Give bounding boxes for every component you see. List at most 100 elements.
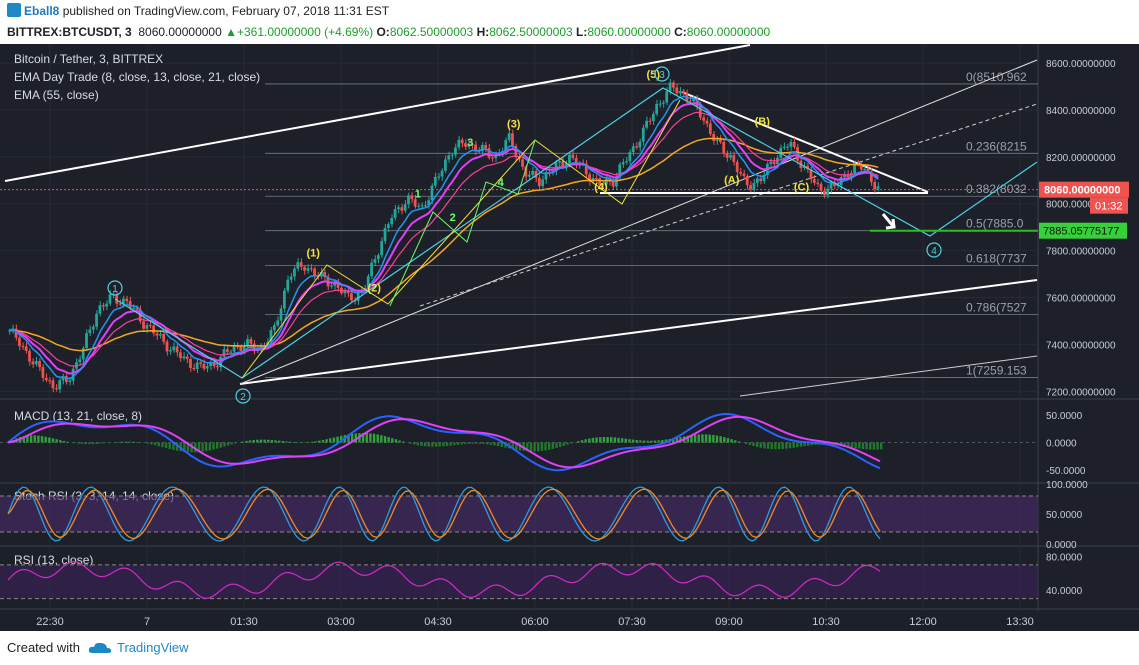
macd-histogram-bar: [577, 441, 580, 443]
wave-circle: [926, 242, 942, 258]
candle-body: [189, 359, 192, 368]
candle-body: [95, 313, 98, 327]
candle-body: [195, 362, 199, 370]
macd-histogram-bar: [40, 436, 44, 443]
wave-label: (4): [594, 182, 608, 194]
candle-body: [118, 303, 122, 305]
macd-histogram-bar: [442, 442, 445, 447]
macd-histogram-bar: [672, 438, 675, 443]
macd-histogram-bar: [850, 442, 854, 448]
candle-body: [631, 146, 635, 153]
x-tick-label: 04:30: [424, 616, 452, 628]
candle-body: [873, 182, 877, 189]
candle-body: [863, 168, 866, 170]
macd-histogram-bar: [504, 442, 507, 448]
macd-histogram-bar: [48, 437, 51, 443]
macd-histogram-bar: [252, 439, 255, 443]
macd-histogram-bar: [281, 441, 285, 443]
macd-histogram-bar: [755, 442, 759, 447]
macd-histogram-bar: [766, 442, 770, 449]
macd-histogram-bar: [146, 442, 150, 444]
macd-histogram-bar: [391, 438, 394, 443]
macd-histogram-bar: [37, 435, 40, 443]
fib-level-label: 1(7259.153: [966, 363, 1027, 377]
macd-histogram-bar: [537, 442, 540, 452]
candle-body: [460, 139, 464, 144]
macd-histogram-bar: [613, 437, 617, 443]
macd-histogram-bar: [59, 440, 62, 443]
candle-body: [397, 207, 400, 210]
candle-body: [44, 377, 48, 381]
candle-body: [165, 341, 169, 352]
macd-histogram-bar: [365, 433, 368, 443]
candle-body: [712, 133, 716, 141]
candle-body: [71, 368, 75, 381]
candle-body: [457, 139, 461, 148]
candle-body: [383, 227, 387, 242]
macd-histogram-bar: [704, 434, 708, 443]
wave-label: 2: [240, 392, 246, 403]
candle-body: [480, 145, 484, 152]
chart-area[interactable]: 22:30 7 01:30 03:00 04:30 06:00 07:30 09:00 10:3…: [0, 44, 1139, 631]
macd-histogram-bar: [562, 442, 565, 446]
macd-histogram-bar: [380, 435, 383, 443]
macd-histogram-bar: [332, 437, 336, 443]
candle-body: [692, 98, 695, 102]
candle-body: [28, 350, 31, 362]
ema8-line: [9, 95, 879, 380]
candle-body: [155, 333, 159, 336]
y-tick-label: 8400.00000000: [1046, 106, 1116, 117]
candle-body: [283, 290, 286, 309]
macd-histogram-bar: [241, 441, 244, 443]
y-tick-label: 7400.00000000: [1046, 340, 1116, 351]
macd-histogram-bar: [781, 442, 784, 450]
macd-histogram-bar: [664, 439, 668, 443]
macd-histogram-bar: [869, 442, 872, 450]
candle-body: [869, 171, 873, 183]
macd-histogram-bar: [880, 442, 883, 450]
candle-body: [742, 173, 746, 176]
candle-body: [306, 268, 310, 271]
candle-body: [145, 325, 149, 329]
macd-histogram-bar: [157, 442, 160, 447]
candle-body: [293, 268, 296, 277]
candle-body: [745, 175, 749, 186]
created-with-label: Created with: [7, 640, 80, 655]
x-tick-label: 01:30: [230, 616, 258, 628]
macd-histogram-bar: [361, 432, 365, 443]
candle-body: [615, 176, 618, 187]
macd-histogram-bar: [369, 433, 372, 443]
author-link[interactable]: Eball8: [24, 4, 60, 18]
candle-body: [735, 161, 739, 172]
tradingview-link[interactable]: TradingView: [117, 640, 189, 655]
macd-histogram-bar: [402, 441, 405, 443]
macd-histogram-bar: [383, 436, 387, 443]
macd-histogram-bar: [847, 442, 850, 447]
macd-histogram-bar: [661, 439, 664, 443]
macd-histogram-bar: [387, 437, 390, 443]
candle-body: [843, 174, 846, 178]
candle-body: [440, 170, 444, 177]
macd-histogram-bar: [91, 442, 95, 445]
high-value: 8062.50000003: [489, 25, 573, 39]
macd-histogram-bar: [872, 442, 876, 450]
last-price: 8060.00000000: [138, 25, 222, 39]
macd-histogram-bar: [102, 442, 106, 444]
candle-body: [484, 145, 487, 149]
macd-histogram-bar: [372, 433, 376, 443]
macd-histogram-bar: [515, 442, 518, 450]
candle-body: [209, 361, 212, 367]
chart-svg[interactable]: 22:30 7 01:30 03:00 04:30 06:00 07:30 09:00 10:3…: [0, 44, 1139, 631]
macd-histogram-bar: [318, 440, 321, 443]
candle-body: [105, 303, 109, 307]
trendline-upper: [4, 44, 751, 182]
macd-histogram-bar: [807, 442, 810, 446]
macd-histogram-bar: [485, 442, 489, 445]
candle-body: [688, 100, 692, 102]
macd-histogram-bar: [467, 442, 471, 444]
macd-histogram-bar: [471, 442, 474, 444]
publish-header: Eball8 published on TradingView.com, Feb…: [0, 0, 1139, 22]
macd-histogram-bar: [277, 440, 281, 443]
macd-histogram-bar: [876, 442, 879, 450]
macd-histogram-bar: [774, 442, 777, 450]
